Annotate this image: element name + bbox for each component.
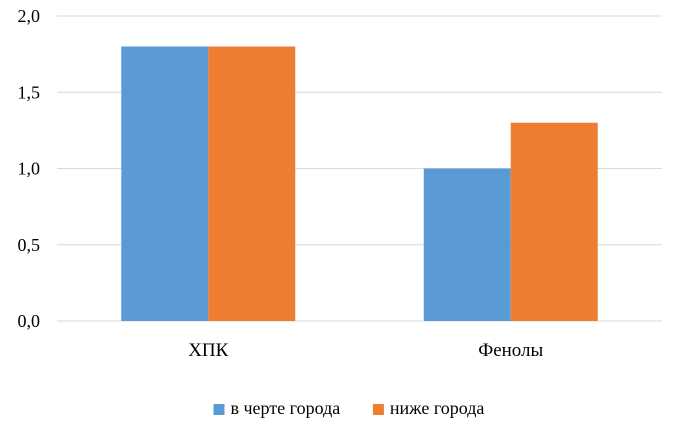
y-tick-label: 2,0 (18, 6, 41, 26)
x-axis-categories: ХПК Фенолы (188, 340, 543, 361)
bars (121, 46, 598, 321)
x-category-label: Фенолы (478, 340, 543, 361)
y-tick-label: 0,5 (18, 235, 41, 255)
legend-label: ниже города (390, 398, 485, 418)
bar-series-1 (121, 46, 209, 321)
bar-series-1 (423, 168, 511, 321)
y-tick-label: 1,5 (18, 82, 41, 102)
legend-label: в черте города (231, 398, 341, 418)
y-axis-ticks: 0,0 0,5 1,0 1,5 2,0 (18, 6, 41, 331)
legend: в черте города ниже города (213, 398, 485, 418)
y-tick-label: 0,0 (18, 311, 41, 331)
bar-series-2 (510, 122, 598, 321)
y-tick-label: 1,0 (18, 159, 41, 179)
x-category-label: ХПК (188, 340, 228, 361)
bar-series-2 (208, 46, 296, 321)
legend-swatch (213, 404, 225, 415)
legend-swatch (372, 404, 384, 415)
